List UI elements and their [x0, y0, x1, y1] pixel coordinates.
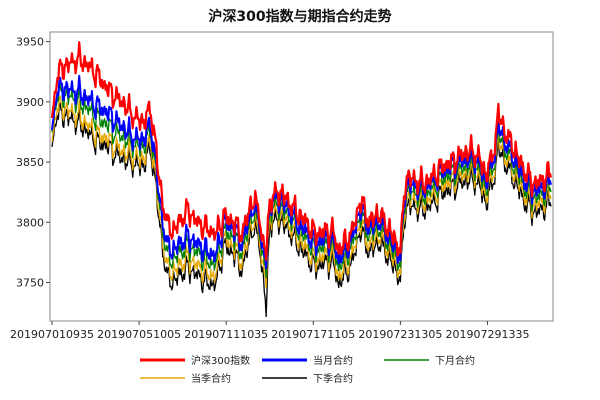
y-tick-label: 3750	[16, 276, 44, 289]
series-line-3	[51, 95, 552, 289]
x-axis: 201907010935 201907051005 201907111035 2019…	[10, 321, 529, 341]
x-tick-label: 201907051005	[97, 328, 181, 341]
x-tick-label: 201907010935	[10, 328, 94, 341]
legend-label: 当季合约	[191, 372, 231, 385]
x-tick-label: 201907291335	[445, 328, 529, 341]
series-line-4	[51, 102, 552, 318]
legend-label: 下月合约	[435, 354, 475, 367]
y-tick-label: 3800	[16, 216, 44, 229]
y-tick-label: 3900	[16, 96, 44, 109]
plot-frame	[49, 31, 554, 322]
y-tick-label: 3850	[16, 156, 44, 169]
series-line-2	[51, 83, 552, 279]
legend-label: 下季合约	[313, 372, 353, 385]
series-lines	[50, 41, 553, 318]
x-tick-label: 201907111035	[184, 328, 268, 341]
y-axis: 3750 3800 3850 3900 3950	[16, 36, 50, 289]
series-line-0	[50, 41, 553, 261]
legend-label: 当月合约	[313, 354, 353, 367]
x-tick-label: 201907231305	[358, 328, 442, 341]
y-tick-label: 3950	[16, 36, 44, 49]
x-tick-label: 201907171105	[271, 328, 355, 341]
legend-label: 沪深300指数	[191, 354, 250, 367]
chart-title: 沪深300指数与期指合约走势	[208, 8, 391, 25]
series-line-1	[51, 74, 552, 270]
